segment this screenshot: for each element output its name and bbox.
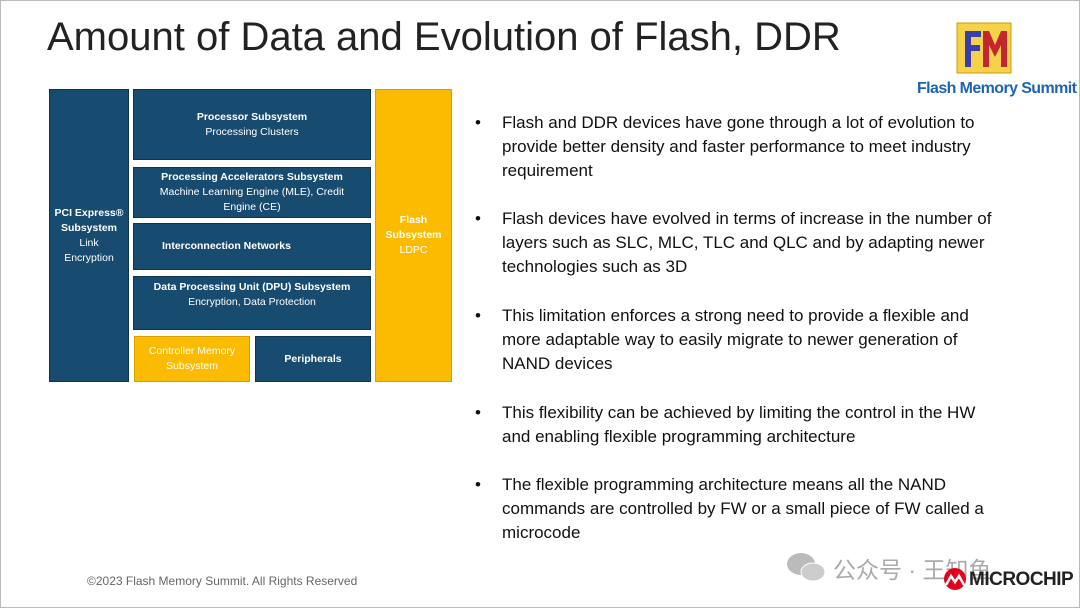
diagram-block: Data Processing Unit (DPU) Subsystem Encr… <box>133 276 371 330</box>
bullet-text: This flexibility can be achieved by limi… <box>502 403 976 446</box>
brand-icon <box>944 568 966 590</box>
bullet-text: This limitation enforces a strong need t… <box>502 306 969 373</box>
block-title: Processing Accelerators Subsystem <box>161 171 343 183</box>
diagram-block: Controller Memory Subsystem <box>134 336 250 382</box>
watermark-icon <box>787 553 826 582</box>
diagram-block: Interconnection Networks <box>133 223 371 270</box>
block-title: Interconnection Networks <box>162 240 291 252</box>
block-subtitle: Machine Learning Engine (MLE), Credit En… <box>159 186 345 213</box>
diagram-block: Peripherals <box>255 336 371 382</box>
logo-icon <box>956 22 1012 74</box>
bullet: • This flexibility can be achieved by lim… <box>475 403 976 446</box>
block-subtitle: Link Encryption <box>64 236 114 264</box>
block-subtitle: Processing Clusters <box>205 125 299 138</box>
block-title: Processor Subsystem <box>196 110 308 123</box>
bullet: • Flash and DDR devices have gone through… <box>475 113 975 180</box>
brand-text: MICROCHIP <box>969 569 1074 590</box>
block-subtitle: LDPC <box>399 244 428 256</box>
bullet-text: Flash and DDR devices have gone through … <box>502 113 975 180</box>
diagram-block: Processor Subsystem Processing Clusters <box>133 89 371 160</box>
bullet-text: The flexible programming architecture me… <box>502 475 984 542</box>
block-title: PCI Express® Subsystem <box>54 206 124 234</box>
block-title: Peripherals <box>284 352 342 365</box>
bullet: • Flash devices have evolved in terms of … <box>475 209 992 276</box>
diagram-block: Flash Subsystem LDPC <box>375 89 452 382</box>
logo-text: Flash Memory Summit <box>917 80 1077 97</box>
block-subtitle: Encryption, Data Protection <box>188 296 316 308</box>
slide-title: Amount of Data and Evolution of Flash, D… <box>47 15 841 59</box>
diagram-block: Processing Accelerators Subsystem Machine… <box>133 167 371 218</box>
bullet: • This limitation enforces a strong need … <box>475 306 969 373</box>
block-title: Flash Subsystem <box>385 214 442 241</box>
block-title: Controller Memory Subsystem <box>148 345 236 372</box>
copyright: ©2023 Flash Memory Summit. All Rights Re… <box>87 574 358 588</box>
bullet: • The flexible programming architecture m… <box>475 475 984 542</box>
diagram-block: PCI Express® Subsystem Link Encryption <box>49 89 129 382</box>
block-title: Data Processing Unit (DPU) Subsystem <box>153 281 351 293</box>
bullet-text: Flash devices have evolved in terms of i… <box>502 209 992 276</box>
